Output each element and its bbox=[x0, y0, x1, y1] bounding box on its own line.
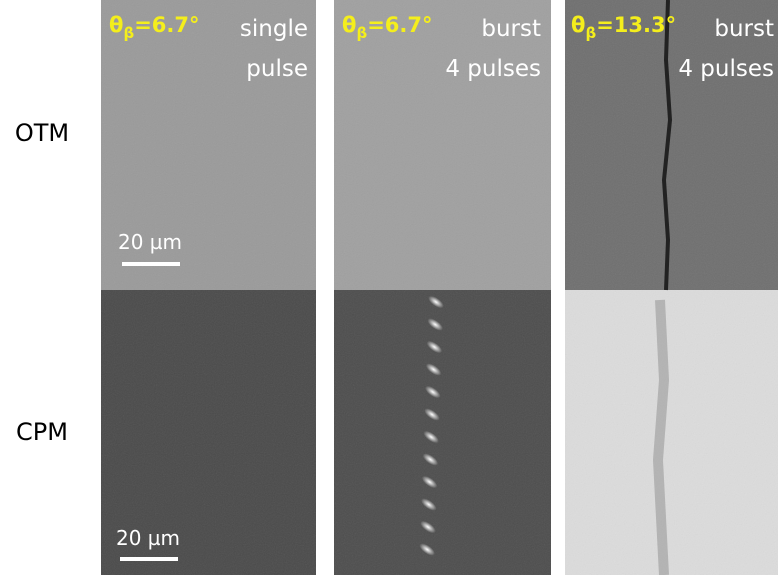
caption: burst bbox=[481, 16, 541, 42]
theta: θ bbox=[342, 13, 356, 37]
gap bbox=[316, 0, 334, 575]
caption: pulse bbox=[246, 56, 308, 82]
gap bbox=[551, 0, 565, 575]
scale-bar-label: 20 µm bbox=[118, 230, 182, 254]
image-texture bbox=[101, 0, 778, 575]
theta-value: =6.7° bbox=[367, 13, 432, 37]
theta-sub: β bbox=[585, 24, 596, 42]
theta: θ bbox=[109, 13, 123, 37]
theta-sub: β bbox=[356, 24, 367, 42]
caption: single bbox=[240, 16, 308, 42]
theta: θ bbox=[571, 13, 585, 37]
damage-track bbox=[658, 300, 664, 575]
caption: 4 pulses bbox=[678, 56, 774, 82]
theta-sub: β bbox=[123, 24, 134, 42]
theta-value: =13.3° bbox=[596, 13, 676, 37]
caption: 4 pulses bbox=[445, 56, 541, 82]
row-label: CPM bbox=[16, 418, 68, 446]
theta-value: =6.7° bbox=[134, 13, 199, 37]
scale-bar-label: 20 µm bbox=[116, 526, 180, 550]
caption: burst bbox=[714, 16, 774, 42]
figure: OTM CPM θβ=6.7° single pulse θβ=6.7° bur… bbox=[0, 0, 778, 575]
row-label: OTM bbox=[15, 119, 69, 147]
